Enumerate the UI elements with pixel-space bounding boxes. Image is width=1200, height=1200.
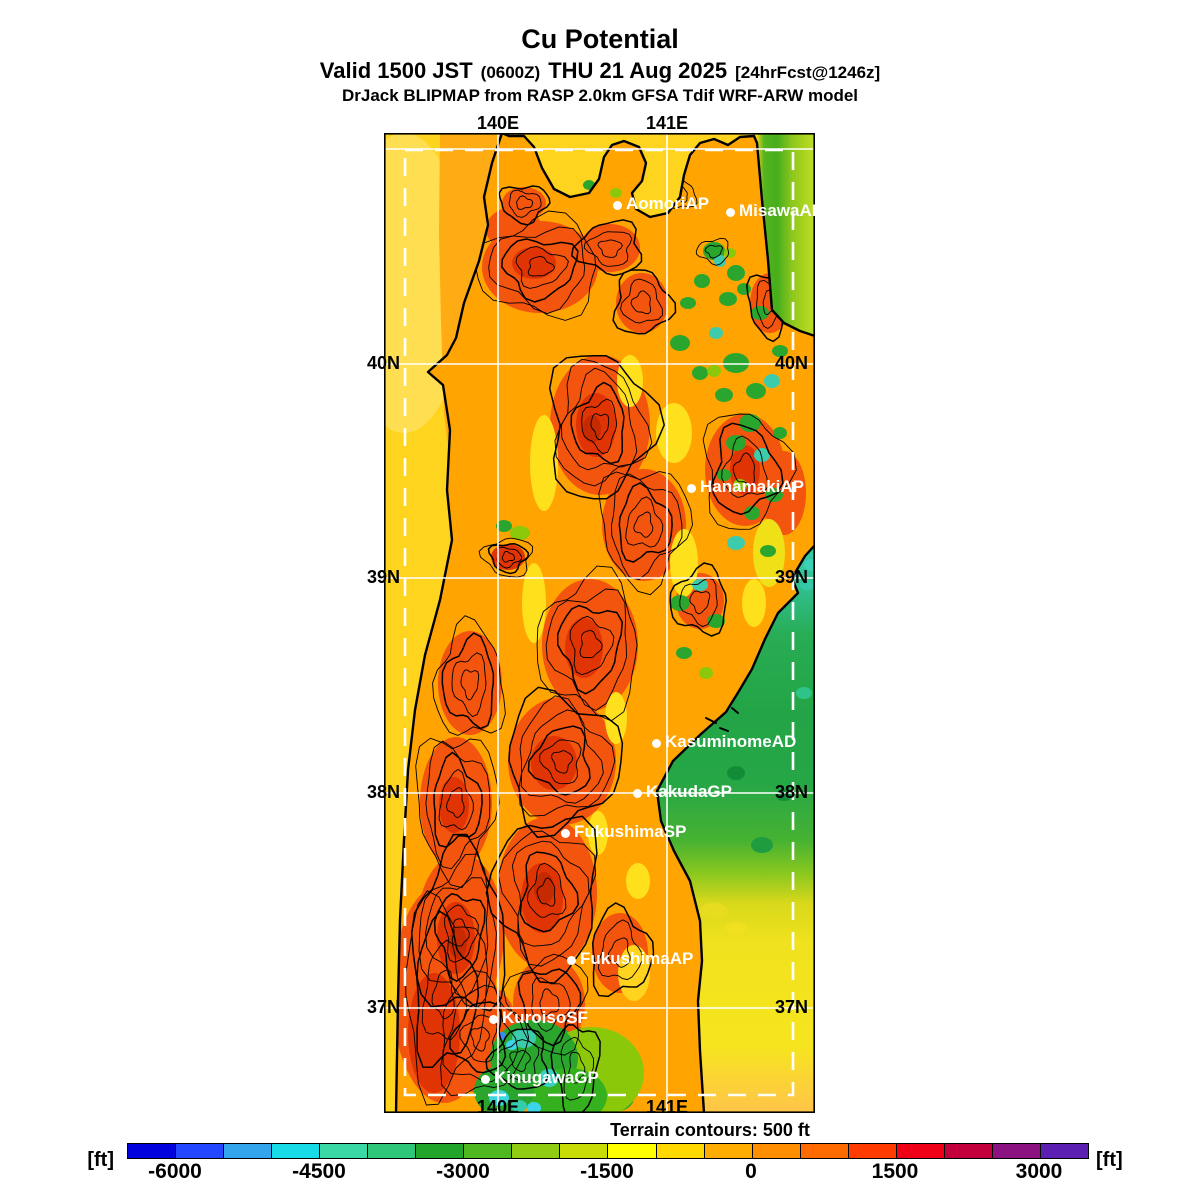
colorbar-segment (752, 1144, 801, 1158)
colorbar-tick-label: -6000 (148, 1160, 202, 1183)
colorbar-tick-label: 1500 (871, 1160, 919, 1183)
valid-time: Valid 1500 JST (319, 58, 473, 83)
unit-label-right: [ft] (1096, 1149, 1123, 1171)
colorbar-segment (176, 1144, 225, 1158)
sea-southeast (657, 545, 815, 1113)
colorbar-segment (224, 1144, 273, 1158)
colorbar-segment (416, 1144, 465, 1158)
lon-label-top: 140E (476, 113, 520, 133)
colorbar-segment (992, 1144, 1041, 1158)
terrain-note: Terrain contours: 500 ft (610, 1120, 810, 1140)
colorbar-segment (320, 1144, 369, 1158)
colorbar-segment (848, 1144, 897, 1158)
valid-zulu: (0600Z) (480, 63, 541, 82)
colorbar-segment (512, 1144, 561, 1158)
colorbar-segment (272, 1144, 321, 1158)
colorbar-segment (896, 1144, 945, 1158)
colorbar (127, 1143, 1089, 1159)
colorbar-segment (560, 1144, 609, 1158)
model-domain-box (403, 148, 795, 1097)
colorbar-segment (656, 1144, 705, 1158)
map-art (384, 133, 815, 1113)
model-line: DrJack BLIPMAP from RASP 2.0km GFSA Tdif… (341, 86, 859, 105)
page-title: Cu Potential (521, 24, 679, 54)
colorbar-segment (128, 1144, 177, 1158)
colorbar-segment (944, 1144, 993, 1158)
colorbar-segment (1040, 1144, 1088, 1158)
sea-northeast (757, 133, 815, 336)
lon-label-top: 141E (645, 113, 689, 133)
colorbar-segment (368, 1144, 417, 1158)
unit-label-left: [ft] (87, 1149, 114, 1171)
colorbar-segment (704, 1144, 753, 1158)
colorbar-segment (464, 1144, 513, 1158)
forecast-tag: [24hrFcst@1246z] (735, 63, 881, 82)
map: 40N 40N 39N 39N 38N 38N 37N 37N 140E 140E 141E 141E… (367, 113, 824, 1117)
colorbar-ticks: -6000 -4500 -3000 -1500 0 1500 3000 (127, 1160, 1087, 1186)
valid-date: THU 21 Aug 2025 (548, 58, 728, 83)
valid-line: Valid 1500 JST (0600Z) THU 21 Aug 2025 [24h… (0, 58, 1200, 84)
colorbar-tick-label: -1500 (580, 1160, 634, 1183)
colorbar-tick-label: 3000 (1015, 1160, 1063, 1183)
colorbar-tick-label: 0 (745, 1160, 757, 1183)
colorbar-segment (800, 1144, 849, 1158)
colorbar-tick-label: -4500 (292, 1160, 346, 1183)
coastline (394, 133, 815, 1113)
colorbar-tick-label: -3000 (436, 1160, 490, 1183)
colorbar-segment (608, 1144, 657, 1158)
map-border (384, 133, 815, 1113)
